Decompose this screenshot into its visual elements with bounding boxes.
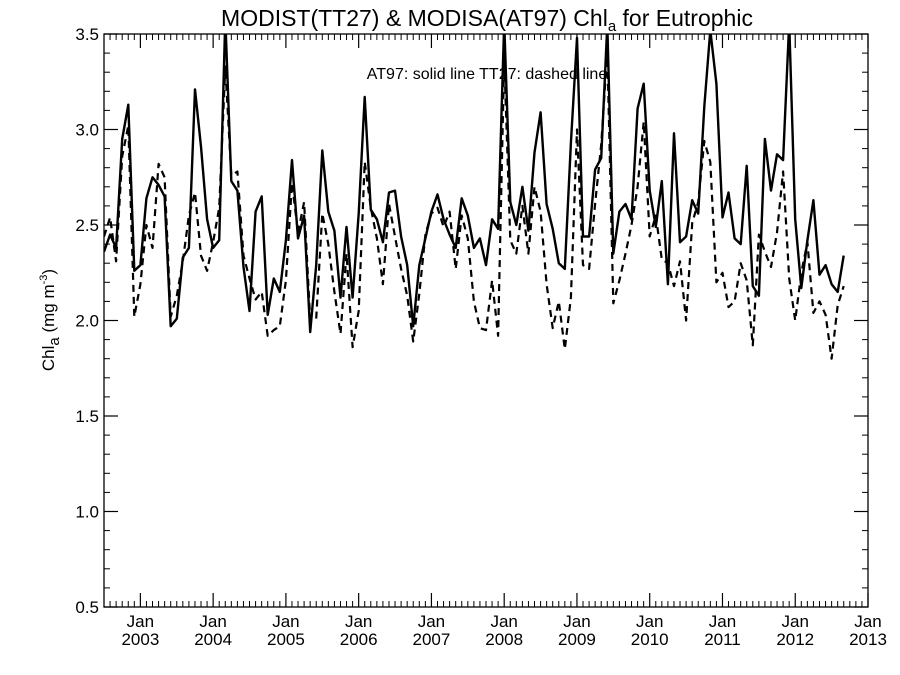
- x-tick-label-month: Jan: [709, 612, 736, 631]
- x-tick-label-year: 2010: [631, 630, 669, 649]
- series-line-tt27: [104, 50, 845, 360]
- y-axis-label: Chla (mg m-3): [38, 269, 63, 371]
- chart-title-suffix: for Eutrophic: [616, 5, 753, 31]
- x-tick-label-year: 2006: [340, 630, 378, 649]
- series-lines: [104, 34, 845, 360]
- x-tick-label-month: Jan: [490, 612, 517, 631]
- x-tick-label-month: Jan: [199, 612, 226, 631]
- axis-ticks: 0.51.01.52.02.53.03.5Jan2003Jan2004Jan20…: [75, 25, 887, 649]
- y-axis-label-close: ): [39, 269, 58, 275]
- series-line-at97: [104, 34, 845, 334]
- x-tick-label-year: 2003: [121, 630, 159, 649]
- x-tick-label-year: 2012: [776, 630, 814, 649]
- y-tick-label: 1.5: [75, 407, 99, 426]
- plot-frame: [103, 33, 869, 608]
- x-tick-label-month: Jan: [636, 612, 663, 631]
- x-tick-label-year: 2004: [194, 630, 232, 649]
- x-tick-label-month: Jan: [345, 612, 372, 631]
- y-axis-label-units-sup: -3: [38, 275, 50, 285]
- chart-title-main: MODIST(TT27) & MODISA(AT97) Chl: [221, 5, 608, 31]
- x-tick-label-month: Jan: [272, 612, 299, 631]
- x-tick-label-year: 2008: [485, 630, 523, 649]
- y-axis-label-subscript: a: [46, 337, 63, 346]
- x-tick-label-year: 2007: [413, 630, 451, 649]
- x-tick-label-month: Jan: [782, 612, 809, 631]
- x-tick-label-year: 2009: [558, 630, 596, 649]
- y-axis-label-main: Chl: [39, 346, 58, 372]
- y-tick-label: 0.5: [75, 598, 99, 617]
- x-tick-label-year: 2005: [267, 630, 305, 649]
- y-tick-label: 1.0: [75, 503, 99, 522]
- x-tick-label-month: Jan: [418, 612, 445, 631]
- y-tick-label: 2.5: [75, 216, 99, 235]
- chart-title-subscript: a: [608, 18, 617, 35]
- x-tick-label-month: Jan: [127, 612, 154, 631]
- x-tick-label-month: Jan: [854, 612, 881, 631]
- y-tick-label: 3.5: [75, 25, 99, 44]
- x-tick-label-year: 2011: [704, 630, 741, 649]
- chart-title: MODIST(TT27) & MODISA(AT97) Chla for Eut…: [221, 5, 753, 35]
- y-axis-label-units: (mg m: [39, 284, 58, 337]
- x-tick-label-month: Jan: [563, 612, 590, 631]
- y-tick-label: 2.0: [75, 312, 99, 331]
- x-tick-label-year: 2013: [849, 630, 887, 649]
- series-annotation: AT97: solid line TT27: dashed line: [367, 66, 608, 83]
- y-tick-label: 3.0: [75, 121, 99, 140]
